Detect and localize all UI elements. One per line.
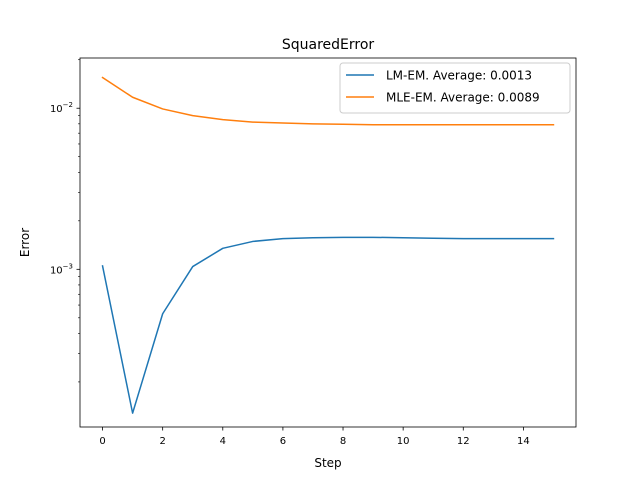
x-tick-label: 6 (280, 436, 286, 447)
y-tick-label: 10−2 (50, 101, 73, 115)
plot-area (101, 76, 555, 414)
legend-label-1: MLE-EM. Average: 0.0089 (386, 91, 540, 105)
series-line-1 (101, 76, 555, 126)
x-tick-label: 8 (340, 436, 346, 447)
chart-title: SquaredError (282, 37, 375, 53)
x-tick-label: 0 (99, 436, 105, 447)
legend-label-0: LM-EM. Average: 0.0013 (386, 69, 532, 83)
plot-frame (79, 57, 577, 428)
y-axis-label: Error (18, 228, 32, 257)
x-axis-label: Step (314, 456, 341, 470)
x-tick-label: 2 (159, 436, 165, 447)
x-tick-label: 12 (457, 436, 470, 447)
x-tick-label: 14 (517, 436, 530, 447)
y-tick-label: 10−3 (50, 262, 73, 276)
series-line-0 (101, 236, 555, 414)
legend: LM-EM. Average: 0.0013 MLE-EM. Average: 0… (339, 62, 571, 114)
legend-box (339, 62, 571, 114)
x-tick-label: 10 (397, 436, 410, 447)
x-axis: 0 2 4 6 8 10 12 14 (99, 427, 530, 447)
y-axis: 10−3 10−2 (50, 59, 80, 383)
x-tick-label: 4 (220, 436, 226, 447)
